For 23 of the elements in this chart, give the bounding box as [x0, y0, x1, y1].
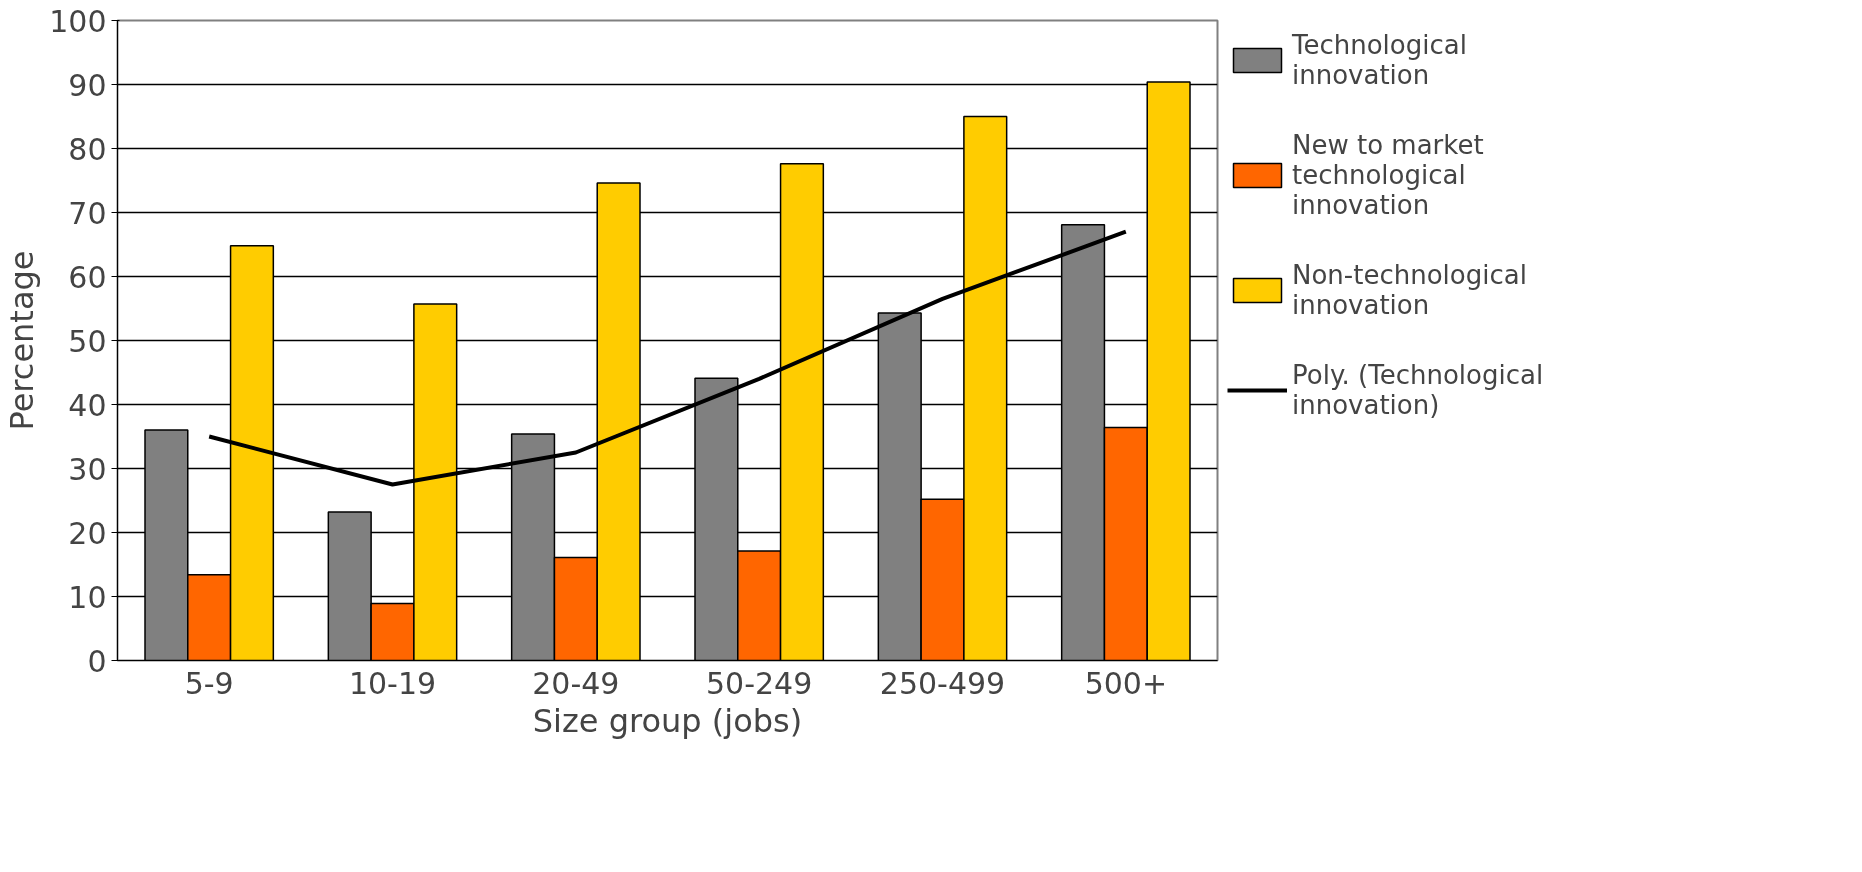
x-tick-label: 10-19 [348, 665, 437, 701]
y-tick-label: 70 [68, 195, 107, 231]
x-tick-label: 5-9 [184, 665, 234, 701]
x-tick-label: 500+ [1084, 665, 1168, 701]
y-axis-title: Percentage [3, 250, 42, 431]
y-tick-label: 50 [68, 323, 107, 359]
y-tick-label: 80 [68, 131, 107, 167]
x-axis-title: Size group (jobs) [532, 701, 803, 740]
y-tick-label: 0 [87, 643, 107, 679]
legend-label: Poly. (Technological innovation) [1292, 360, 1544, 420]
y-tick-label: 90 [68, 67, 107, 103]
legend-label: Technological innovation [1292, 30, 1467, 90]
y-tick-label: 60 [68, 259, 107, 295]
x-tick-label: 20-49 [532, 665, 620, 701]
y-tick-label: 10 [68, 579, 107, 615]
y-tick-label: 30 [68, 451, 107, 487]
y-tick-label: 20 [68, 515, 107, 551]
legend-label: Non-technological innovation [1292, 260, 1527, 320]
y-tick-label: 100 [49, 3, 107, 39]
legend-label: New to market technological innovation [1292, 130, 1484, 220]
x-tick-label: 50-249 [706, 665, 813, 701]
x-tick-label: 250-499 [879, 665, 1006, 701]
y-tick-label: 40 [68, 387, 107, 423]
